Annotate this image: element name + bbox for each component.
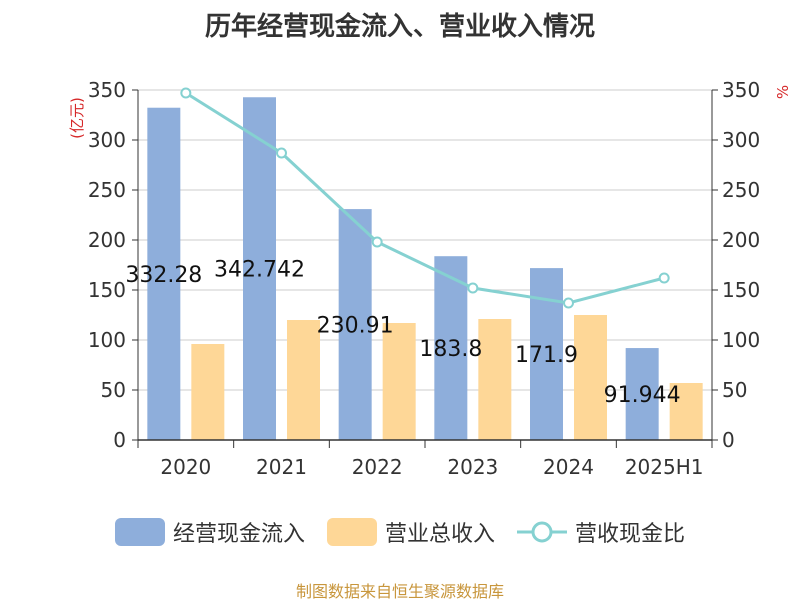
chart-title: 历年经营现金流入、营业收入情况 bbox=[204, 12, 595, 42]
line-ratio-point bbox=[658, 272, 670, 284]
line-ratio-point bbox=[371, 236, 383, 248]
data-label-cash-inflow: 342.742 bbox=[214, 258, 305, 283]
right-tick-label: 100 bbox=[722, 328, 760, 352]
left-tick-label: 50 bbox=[101, 378, 126, 402]
x-tick-label: 2021 bbox=[256, 455, 307, 479]
x-tick-label: 2023 bbox=[447, 455, 498, 479]
x-tick-label: 2020 bbox=[160, 455, 211, 479]
legend-label-ratio: 营收现金比 bbox=[575, 522, 686, 547]
data-label-cash-inflow: 171.9 bbox=[515, 343, 578, 368]
left-tick-label: 100 bbox=[88, 328, 126, 352]
right-tick-label: 50 bbox=[722, 378, 747, 402]
legend-item-cash-inflow[interactable]: 经营现金流入 bbox=[114, 516, 305, 548]
label-layer: 332.28 342.742 230.91 183.8 171.9 91.944 bbox=[125, 258, 680, 408]
bar-cash-inflow bbox=[625, 348, 659, 440]
bar-cash-inflow bbox=[434, 256, 468, 440]
bar-cash-inflow bbox=[147, 107, 181, 440]
line-ratio-point bbox=[276, 147, 287, 159]
legend-swatch-ratio bbox=[517, 521, 567, 543]
left-tick-label: 350 bbox=[88, 78, 126, 102]
right-axis-unit: % bbox=[774, 85, 792, 99]
legend: 经营现金流入 营业总收入 营收现金比 bbox=[0, 516, 800, 548]
legend-swatch-revenue bbox=[326, 518, 377, 546]
bar-revenue bbox=[574, 315, 607, 440]
bar-revenue bbox=[382, 323, 416, 440]
right-tick-label: 150 bbox=[722, 278, 760, 302]
left-tick-label: 200 bbox=[88, 228, 126, 252]
data-label-cash-inflow: 183.8 bbox=[419, 337, 482, 362]
data-label-cash-inflow: 332.28 bbox=[125, 263, 202, 288]
line-ratio-point bbox=[180, 87, 192, 99]
data-label-cash-inflow: 91.944 bbox=[604, 383, 681, 408]
line-ratio-point bbox=[563, 297, 574, 309]
source-footer: 制图数据来自恒生聚源数据库 bbox=[295, 582, 504, 601]
data-label-cash-inflow: 230.91 bbox=[317, 314, 394, 339]
legend-label-cash-inflow: 经营现金流入 bbox=[172, 522, 305, 547]
right-tick-label: 250 bbox=[722, 178, 760, 202]
bar-revenue bbox=[478, 319, 512, 440]
x-tick-label: 2022 bbox=[352, 455, 403, 479]
left-tick-label: 250 bbox=[88, 178, 126, 202]
x-tick-label: 2025H1 bbox=[625, 455, 704, 479]
legend-item-revenue[interactable]: 营业总收入 bbox=[326, 516, 495, 548]
legend-swatch-cash-inflow bbox=[114, 518, 165, 546]
bar-revenue bbox=[287, 320, 320, 440]
line-ratio bbox=[185, 91, 665, 305]
line-ratio-point bbox=[467, 282, 479, 294]
bar-cash-inflow bbox=[243, 97, 276, 441]
right-tick-label: 350 bbox=[722, 78, 760, 102]
bars-layer bbox=[147, 97, 703, 441]
x-tick-label: 2024 bbox=[543, 455, 594, 479]
axis-layer: 0 50 100 150 200 250 300 350 0 50 100 150 200 250 300 3… bbox=[68, 78, 792, 479]
left-axis-unit: (亿元) bbox=[68, 97, 86, 139]
line-layer bbox=[180, 87, 670, 309]
legend-label-revenue: 营业总收入 bbox=[384, 522, 495, 547]
grid-layer bbox=[138, 89, 712, 391]
bar-cash-inflow bbox=[338, 209, 372, 440]
left-tick-label: 150 bbox=[88, 278, 126, 302]
left-tick-label: 300 bbox=[88, 128, 126, 152]
legend-item-ratio[interactable]: 营收现金比 bbox=[517, 516, 685, 548]
right-tick-label: 200 bbox=[722, 228, 760, 252]
bar-revenue bbox=[191, 344, 225, 440]
right-tick-label: 0 bbox=[722, 428, 735, 452]
right-tick-label: 300 bbox=[722, 128, 760, 152]
left-tick-label: 0 bbox=[113, 428, 126, 452]
bar-revenue bbox=[669, 383, 703, 440]
